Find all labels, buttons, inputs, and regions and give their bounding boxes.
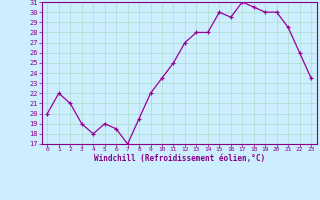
X-axis label: Windchill (Refroidissement éolien,°C): Windchill (Refroidissement éolien,°C) <box>94 154 265 163</box>
